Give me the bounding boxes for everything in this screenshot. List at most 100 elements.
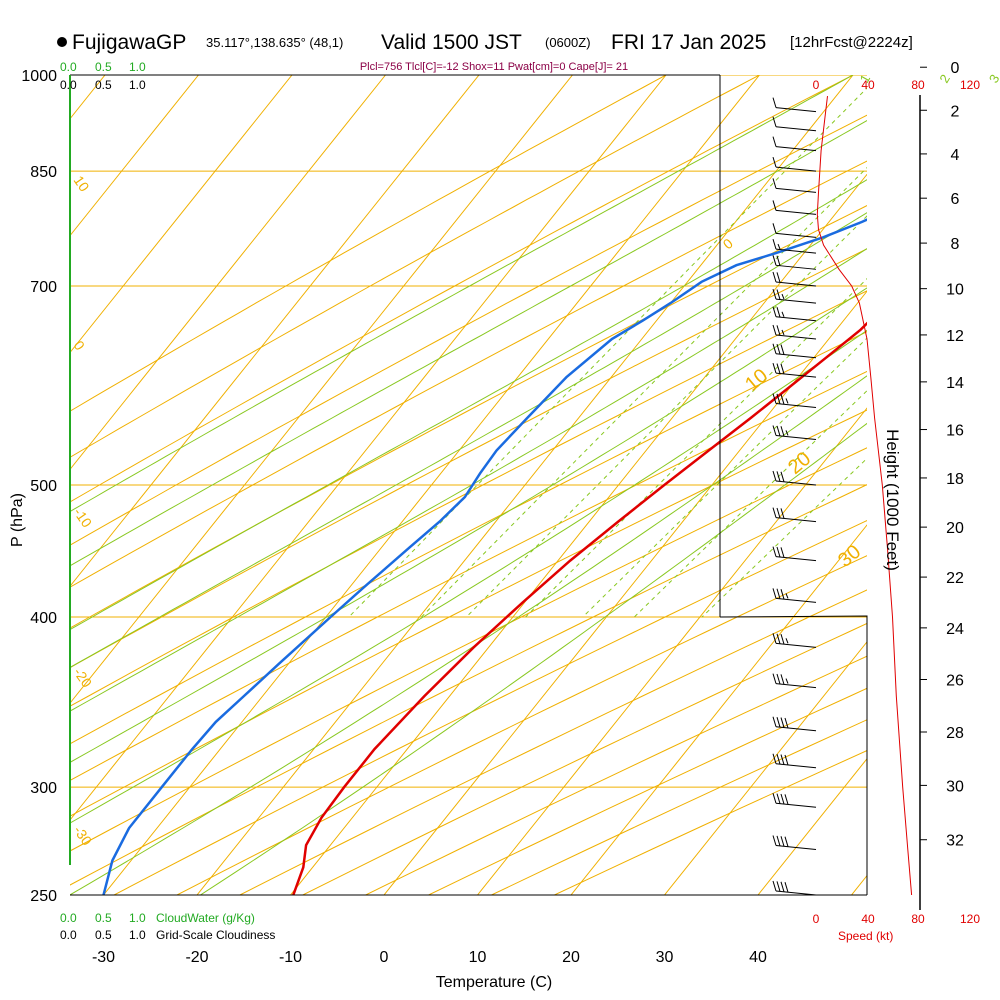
cloud-scale-bottom-black-1: 0.5: [95, 928, 112, 942]
wind-barb-flag: [772, 136, 777, 147]
utc-time: (0600Z): [545, 35, 591, 50]
wind-barb-staff: [775, 726, 817, 732]
moist-adiabat-25: [70, 375, 867, 895]
wind-barb-26: [772, 116, 817, 132]
wind-barb-flag: [772, 255, 777, 266]
cloud-scale-bottom-black-2: 1.0: [129, 928, 146, 942]
dry-adiabat-30: [70, 290, 867, 707]
sounding-parameters: Plcl=756 Tlcl[C]=-12 Shox=11 Pwat[cm]=0 …: [360, 61, 628, 73]
wind-barb-25: [772, 136, 817, 152]
wind-barb-flag: [772, 507, 777, 518]
wind-barb-half: [785, 638, 789, 644]
mixing-ratio-20: [701, 457, 867, 618]
wind-barb-flag: [776, 881, 781, 892]
height-tick-18: 18: [946, 471, 964, 488]
wind-barb-flag: [772, 880, 777, 892]
wind-barb-flag: [776, 633, 781, 644]
cloud-scale-bottom-green-1: 0.5: [95, 911, 112, 925]
wind-barb-flag: [772, 178, 777, 189]
moist-adiabat-5: [70, 212, 867, 669]
wind-panel: 0 40 80 120 0 40 80 120 Speed (kt): [772, 78, 980, 943]
cloud-scale-top-black-1: 0.5: [95, 78, 112, 92]
height-tick-24: 24: [946, 621, 964, 638]
wind-barb-flag: [776, 344, 781, 355]
wind-barb-15: [772, 324, 817, 340]
cloud-scale-bottom-green-0: 0.0: [60, 911, 77, 925]
wind-scale-bottom-0: 0: [813, 912, 820, 926]
station-coords: 35.117°,138.635° (48,1): [206, 35, 343, 50]
wind-scale-bottom-2: 80: [911, 912, 925, 926]
wind-barb-22: [772, 200, 817, 215]
wind-barb-21: [772, 223, 817, 238]
wind-barb-flag: [772, 588, 777, 599]
height-tick-16: 16: [946, 423, 964, 440]
wind-barb-3: [772, 753, 817, 769]
wind-barb-14: [772, 343, 817, 359]
dry-adiabat--40: [70, 75, 667, 412]
cloud-scale-top-green-1: 0.5: [95, 60, 112, 74]
wind-barb-flag: [780, 836, 785, 847]
wind-barb-5: [772, 673, 817, 689]
wind-barb-13: [772, 363, 817, 378]
wind-barb-flag: [780, 426, 785, 437]
wind-barb-flag: [784, 717, 789, 729]
cloudwater-label: CloudWater (g/Kg): [156, 911, 255, 925]
wind-barb-staff: [775, 890, 817, 896]
wind-barb-flag: [776, 393, 781, 405]
y-axis-label: P (hPa): [9, 493, 26, 547]
wind-barb-staff: [775, 146, 817, 152]
wind-scale-top-2: 80: [911, 78, 925, 92]
wind-barb-7: [772, 588, 817, 603]
isotherm--60: [70, 75, 480, 588]
dry-adiabat-90: [113, 520, 867, 895]
dry-adiabat-40: [70, 331, 867, 745]
moist-adiabat--10: [70, 120, 867, 567]
moist-adiabat-0: [70, 179, 867, 631]
cloud-scale-bottom-black-0: 0.0: [60, 928, 77, 942]
forecast-label: [12hrFcst@2224z]: [790, 34, 913, 51]
wind-barb-16: [772, 306, 817, 322]
height-tick-14: 14: [946, 375, 964, 392]
pressure-tick-1000: 1000: [21, 68, 57, 85]
wind-scale-bottom-1: 40: [861, 912, 875, 926]
dry-adiabat-120: [302, 622, 867, 895]
height-tick-26: 26: [946, 672, 964, 689]
wind-barb-flag: [780, 394, 785, 405]
isotherm--30: [103, 75, 760, 895]
wind-barb-staff: [775, 642, 817, 648]
wind-barb-half: [781, 311, 785, 317]
wind-barb-flag: [776, 363, 781, 374]
height-tick-20: 20: [946, 520, 964, 537]
wind-barb-flag: [772, 470, 777, 482]
wind-barb-flag: [776, 546, 781, 558]
surface-dewpoint-point: [980, 94, 988, 102]
height-tick-22: 22: [946, 570, 964, 587]
wind-barb-staff: [775, 372, 817, 378]
wind-barb-staff: [775, 209, 817, 215]
pressure-tick-400: 400: [30, 610, 57, 627]
wind-barb-flag: [780, 589, 785, 600]
wind-barb-11: [772, 425, 817, 440]
parcel-path: [929, 100, 1000, 196]
wind-barb-4: [772, 716, 817, 732]
wind-barb-flag: [780, 508, 785, 519]
wind-barb-staff: [775, 334, 817, 340]
cloud-scale-top-green-0: 0.0: [60, 60, 77, 74]
wind-barb-flag: [772, 793, 777, 804]
x-axis-label: Temperature (C): [436, 974, 552, 991]
sounding-profiles: [102, 94, 1000, 895]
wind-barb-half: [785, 678, 789, 684]
isotherm--40: [70, 75, 667, 821]
thermo-grid: [70, 75, 867, 895]
wind-barb-staff: [775, 556, 817, 562]
wind-barb-staff: [775, 232, 817, 238]
mixing-ratio-2: [421, 166, 867, 618]
wind-barb-flag: [772, 393, 777, 404]
wind-barb-staff: [775, 434, 817, 440]
dry-adiabat-100: [176, 555, 867, 895]
wind-barb-flag: [772, 425, 777, 436]
wind-barb-flag: [772, 223, 777, 234]
wind-barb-staff: [775, 166, 817, 172]
isotherm--70: [70, 75, 386, 471]
